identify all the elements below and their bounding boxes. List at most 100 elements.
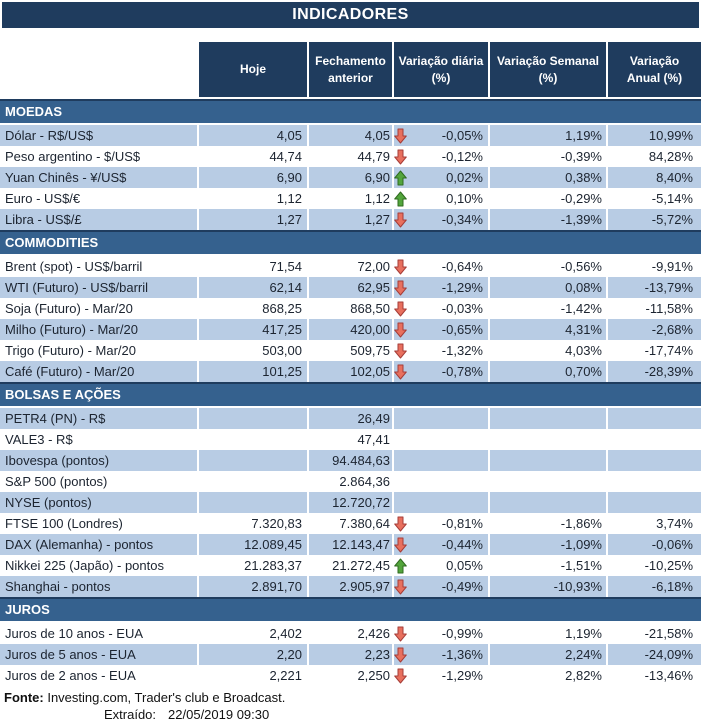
table-row: Peso argentino - $/US$ 44,74 44,79 -0,12… — [0, 146, 701, 167]
variacao-diaria-value: -0,49% — [441, 579, 483, 594]
down-arrow-icon — [394, 537, 407, 552]
trend-arrow-slot — [394, 495, 408, 511]
cell-variacao-semanal — [488, 471, 606, 492]
table-row: Brent (spot) - US$/barril 71,54 72,00 -0… — [0, 256, 701, 277]
cell-hoje: 101,25 — [197, 361, 307, 382]
cell-variacao-anual: -17,74% — [606, 340, 701, 361]
cell-variacao-anual — [606, 429, 701, 450]
trend-arrow-slot — [394, 322, 408, 338]
cell-fechamento-anterior: 62,95 — [307, 277, 392, 298]
cell-variacao-anual — [606, 492, 701, 513]
trend-arrow-slot — [394, 537, 408, 553]
cell-fechamento-anterior: 1,27 — [307, 209, 392, 230]
row-label: WTI (Futuro) - US$/barril — [0, 277, 197, 298]
row-label: DAX (Alemanha) - pontos — [0, 534, 197, 555]
cell-variacao-semanal: -1,86% — [488, 513, 606, 534]
row-label: Café (Futuro) - Mar/20 — [0, 361, 197, 382]
cell-variacao-semanal: 4,03% — [488, 340, 606, 361]
row-label: Trigo (Futuro) - Mar/20 — [5, 343, 136, 358]
down-arrow-icon — [394, 128, 407, 143]
cell-variacao-diaria: -0,65% — [392, 319, 488, 340]
cell-variacao-semanal: 1,19% — [488, 623, 606, 644]
section-header-bolsas-e-a-es: BOLSAS E AÇÕES — [0, 382, 701, 406]
cell-variacao-anual: -10,25% — [606, 555, 701, 576]
table-row: Ibovespa (pontos) 94.484,63 — [0, 450, 701, 471]
table-row: Juros de 10 anos - EUA 2,402 2,426 -0,99… — [0, 623, 701, 644]
table-row: Trigo (Futuro) - Mar/20 503,00 509,75 -1… — [0, 340, 701, 361]
cell-variacao-semanal — [488, 450, 606, 471]
cell-variacao-semanal: -1,51% — [488, 555, 606, 576]
cell-variacao-anual: -9,91% — [606, 256, 701, 277]
cell-variacao-anual: 8,40% — [606, 167, 701, 188]
trend-arrow-slot — [394, 411, 408, 427]
down-arrow-icon — [394, 280, 407, 295]
cell-variacao-anual: 3,74% — [606, 513, 701, 534]
cell-variacao-diaria: -0,05% — [392, 125, 488, 146]
variacao-diaria-value: -1,32% — [441, 343, 483, 358]
trend-arrow-slot — [394, 301, 408, 317]
trend-arrow-slot — [394, 259, 408, 275]
row-label: Juros de 2 anos - EUA — [5, 668, 136, 683]
table-row: NYSE (pontos) 12.720,72 — [0, 492, 701, 513]
cell-fechamento-anterior: 2,426 — [307, 623, 392, 644]
table-row: PETR4 (PN) - R$ 26,49 — [0, 408, 701, 429]
variacao-diaria-value: -0,05% — [441, 128, 483, 143]
cell-hoje — [197, 429, 307, 450]
cell-hoje: 2.891,70 — [197, 576, 307, 597]
table-row: S&P 500 (pontos) 2.864,36 — [0, 471, 701, 492]
down-arrow-icon — [394, 647, 407, 662]
table-row: Nikkei 225 (Japão) - pontos 21.283,37 21… — [0, 555, 701, 576]
cell-variacao-diaria: -1,29% — [392, 665, 488, 686]
cell-hoje: 868,25 — [197, 298, 307, 319]
cell-variacao-diaria — [392, 450, 488, 471]
cell-variacao-diaria: -0,34% — [392, 209, 488, 230]
row-label: Soja (Futuro) - Mar/20 — [5, 301, 133, 316]
cell-hoje: 2,221 — [197, 665, 307, 686]
cell-variacao-anual: -5,14% — [606, 188, 701, 209]
cell-fechamento-anterior: 2.905,97 — [307, 576, 392, 597]
row-label: Milho (Futuro) - Mar/20 — [0, 319, 197, 340]
cell-variacao-diaria: 0,10% — [392, 188, 488, 209]
variacao-diaria-value: -0,99% — [441, 626, 483, 641]
variacao-diaria-value: -1,29% — [441, 280, 483, 295]
table-row: DAX (Alemanha) - pontos 12.089,45 12.143… — [0, 534, 701, 555]
column-header-spacer — [0, 42, 197, 97]
variacao-diaria-value: -0,64% — [441, 259, 483, 274]
section-header-moedas: MOEDAS — [0, 99, 701, 123]
cell-variacao-semanal: -1,42% — [488, 298, 606, 319]
cell-fechamento-anterior: 868,50 — [307, 298, 392, 319]
cell-variacao-semanal: 4,31% — [488, 319, 606, 340]
cell-variacao-anual — [606, 408, 701, 429]
table-row: Juros de 2 anos - EUA 2,221 2,250 -1,29%… — [0, 665, 701, 686]
trend-arrow-slot — [394, 647, 408, 663]
section-header-label: BOLSAS E AÇÕES — [5, 387, 121, 402]
cell-hoje: 6,90 — [197, 167, 307, 188]
row-label: S&P 500 (pontos) — [5, 474, 108, 489]
down-arrow-icon — [394, 343, 407, 358]
cell-variacao-diaria: -0,99% — [392, 623, 488, 644]
row-label: Libra - US$/£ — [0, 209, 197, 230]
cell-fechamento-anterior: 1,12 — [307, 188, 392, 209]
down-arrow-icon — [394, 516, 407, 531]
cell-variacao-diaria: -1,32% — [392, 340, 488, 361]
column-header-variacao-anual: Variação Anual (%) — [606, 42, 701, 97]
cell-fechamento-anterior: 7.380,64 — [307, 513, 392, 534]
cell-variacao-anual: -6,18% — [606, 576, 701, 597]
cell-variacao-diaria: -1,36% — [392, 644, 488, 665]
down-arrow-icon — [394, 579, 407, 594]
row-label: Nikkei 225 (Japão) - pontos — [5, 558, 164, 573]
cell-variacao-diaria: -0,49% — [392, 576, 488, 597]
row-label: NYSE (pontos) — [0, 492, 197, 513]
variacao-diaria-value: -1,36% — [441, 647, 483, 662]
table-row: WTI (Futuro) - US$/barril 62,14 62,95 -1… — [0, 277, 701, 298]
cell-variacao-semanal: -0,56% — [488, 256, 606, 277]
trend-arrow-slot — [394, 668, 408, 684]
down-arrow-icon — [394, 149, 407, 164]
cell-fechamento-anterior: 44,79 — [307, 146, 392, 167]
cell-variacao-semanal: -0,39% — [488, 146, 606, 167]
down-arrow-icon — [394, 626, 407, 641]
cell-variacao-semanal: -0,29% — [488, 188, 606, 209]
variacao-diaria-value: 0,10% — [446, 191, 483, 206]
cell-fechamento-anterior: 26,49 — [307, 408, 392, 429]
cell-hoje: 2,20 — [197, 644, 307, 665]
